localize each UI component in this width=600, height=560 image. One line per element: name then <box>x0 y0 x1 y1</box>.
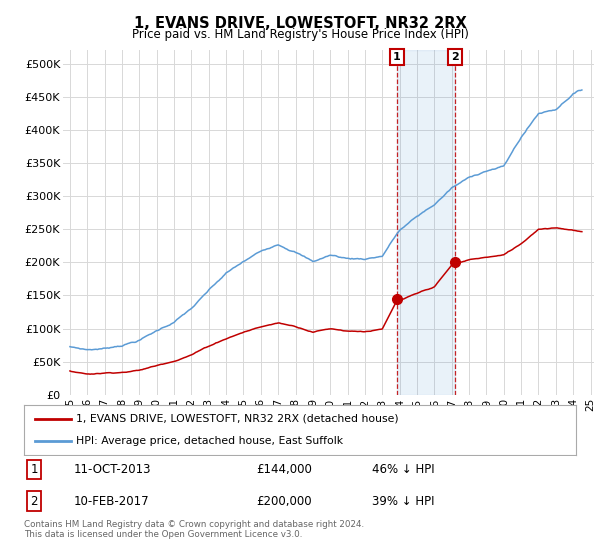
Bar <box>397 50 455 395</box>
Text: 2: 2 <box>31 494 38 507</box>
Text: 10-FEB-2017: 10-FEB-2017 <box>74 494 149 507</box>
Text: 39% ↓ HPI: 39% ↓ HPI <box>372 494 434 507</box>
Text: 1: 1 <box>31 463 38 476</box>
Text: 1, EVANS DRIVE, LOWESTOFT, NR32 2RX: 1, EVANS DRIVE, LOWESTOFT, NR32 2RX <box>134 16 466 31</box>
Text: Price paid vs. HM Land Registry's House Price Index (HPI): Price paid vs. HM Land Registry's House … <box>131 28 469 41</box>
Text: £144,000: £144,000 <box>256 463 312 476</box>
Text: £200,000: £200,000 <box>256 494 311 507</box>
Text: HPI: Average price, detached house, East Suffolk: HPI: Average price, detached house, East… <box>76 436 344 446</box>
Text: 11-OCT-2013: 11-OCT-2013 <box>74 463 151 476</box>
Text: 1, EVANS DRIVE, LOWESTOFT, NR32 2RX (detached house): 1, EVANS DRIVE, LOWESTOFT, NR32 2RX (det… <box>76 414 399 424</box>
Text: Contains HM Land Registry data © Crown copyright and database right 2024.
This d: Contains HM Land Registry data © Crown c… <box>24 520 364 539</box>
Text: 1: 1 <box>393 52 401 62</box>
Text: 46% ↓ HPI: 46% ↓ HPI <box>372 463 434 476</box>
Text: 2: 2 <box>451 52 458 62</box>
